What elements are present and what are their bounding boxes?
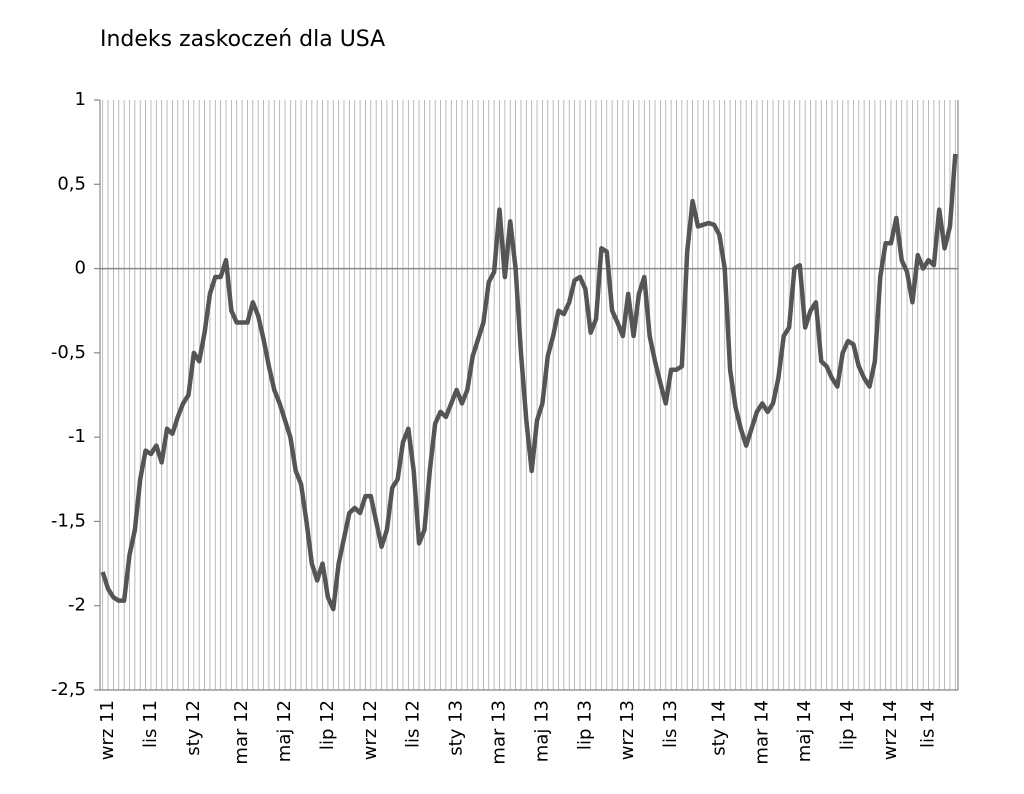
x-tick-label: wrz 13 <box>617 700 638 760</box>
chart-title: Indeks zaskoczeń dla USA <box>100 27 385 52</box>
x-tick-label: wrz 11 <box>97 700 118 760</box>
x-tick-label: wrz 14 <box>880 700 901 760</box>
y-tick-label: 0,5 <box>57 173 86 194</box>
x-tick-label: sty 14 <box>708 700 729 756</box>
x-tick-label: mar 14 <box>751 700 772 765</box>
x-tick-label: lip 14 <box>837 700 858 750</box>
x-tick-label: mar 13 <box>489 700 510 765</box>
x-tick-label: sty 13 <box>446 700 467 756</box>
y-tick-label: 1 <box>75 89 86 110</box>
x-tick-label: wrz 12 <box>360 700 381 760</box>
x-tick-label: lip 13 <box>574 700 595 750</box>
x-tick-label: lis 14 <box>918 700 939 748</box>
y-tick-label: -1 <box>68 426 86 447</box>
x-tick-label: sty 12 <box>183 700 204 756</box>
x-tick-label: lis 13 <box>660 700 681 748</box>
series-line <box>100 153 958 612</box>
x-tick-label: lip 12 <box>317 700 338 750</box>
y-tick-label: -2,5 <box>51 679 86 700</box>
y-tick-label: 0 <box>75 258 86 279</box>
x-tick-label: mar 12 <box>231 700 252 765</box>
y-tick-label: -1,5 <box>51 510 86 531</box>
y-tick-label: -0,5 <box>51 342 86 363</box>
x-tick-label: lis 11 <box>140 700 161 748</box>
x-tick-label: maj 12 <box>274 700 295 762</box>
x-tick-label: lis 12 <box>403 700 424 748</box>
x-tick-label: maj 14 <box>794 700 815 762</box>
y-tick-label: -2 <box>68 595 86 616</box>
x-tick-label: maj 13 <box>531 700 552 762</box>
